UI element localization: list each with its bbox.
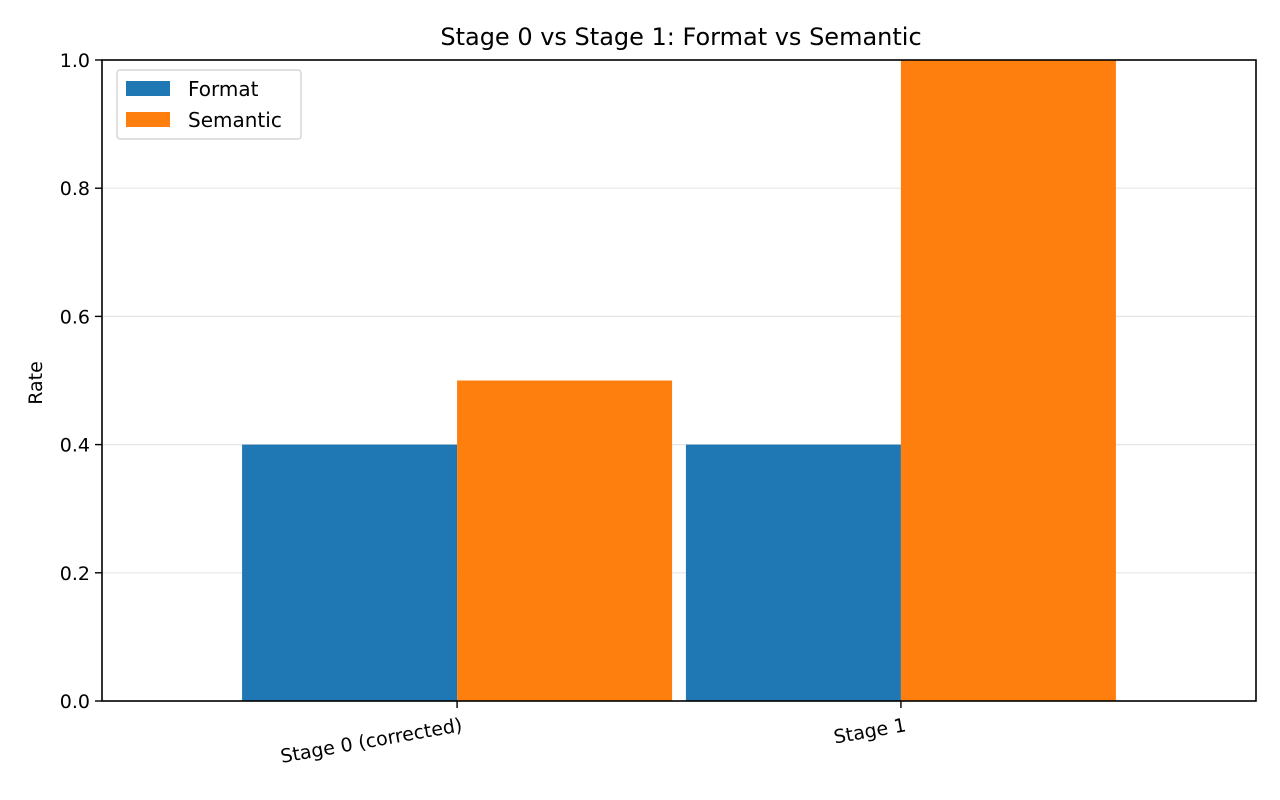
- legend-swatch-semantic: [126, 112, 170, 127]
- legend-label-semantic: Semantic: [188, 108, 282, 132]
- y-tick-label-1: 0.2: [60, 563, 90, 585]
- y-tick-label-0: 0.0: [60, 691, 90, 713]
- bar-format-0: [242, 444, 458, 701]
- bars: [242, 60, 1116, 701]
- axes: [101, 59, 1257, 702]
- x-tick-label-1: Stage 1: [832, 714, 908, 748]
- x-tick-label-0: Stage 0 (corrected): [279, 714, 464, 768]
- y-tick-label-3: 0.6: [60, 306, 90, 328]
- y-tick-label-5: 1.0: [60, 50, 90, 72]
- plot-frame: [101, 59, 1257, 702]
- legend-label-format: Format: [188, 77, 259, 101]
- y-axis-label: Rate: [25, 361, 47, 405]
- bar-semantic-1: [900, 60, 1116, 701]
- bar-format-1: [685, 444, 901, 701]
- y-tick-label-4: 0.8: [60, 178, 90, 200]
- legend: Format Semantic: [116, 69, 302, 140]
- legend-swatch-format: [126, 81, 170, 96]
- chart-title: Stage 0 vs Stage 1: Format vs Semantic: [440, 23, 921, 51]
- y-tick-label-2: 0.4: [60, 435, 90, 457]
- bar-semantic-0: [457, 380, 673, 701]
